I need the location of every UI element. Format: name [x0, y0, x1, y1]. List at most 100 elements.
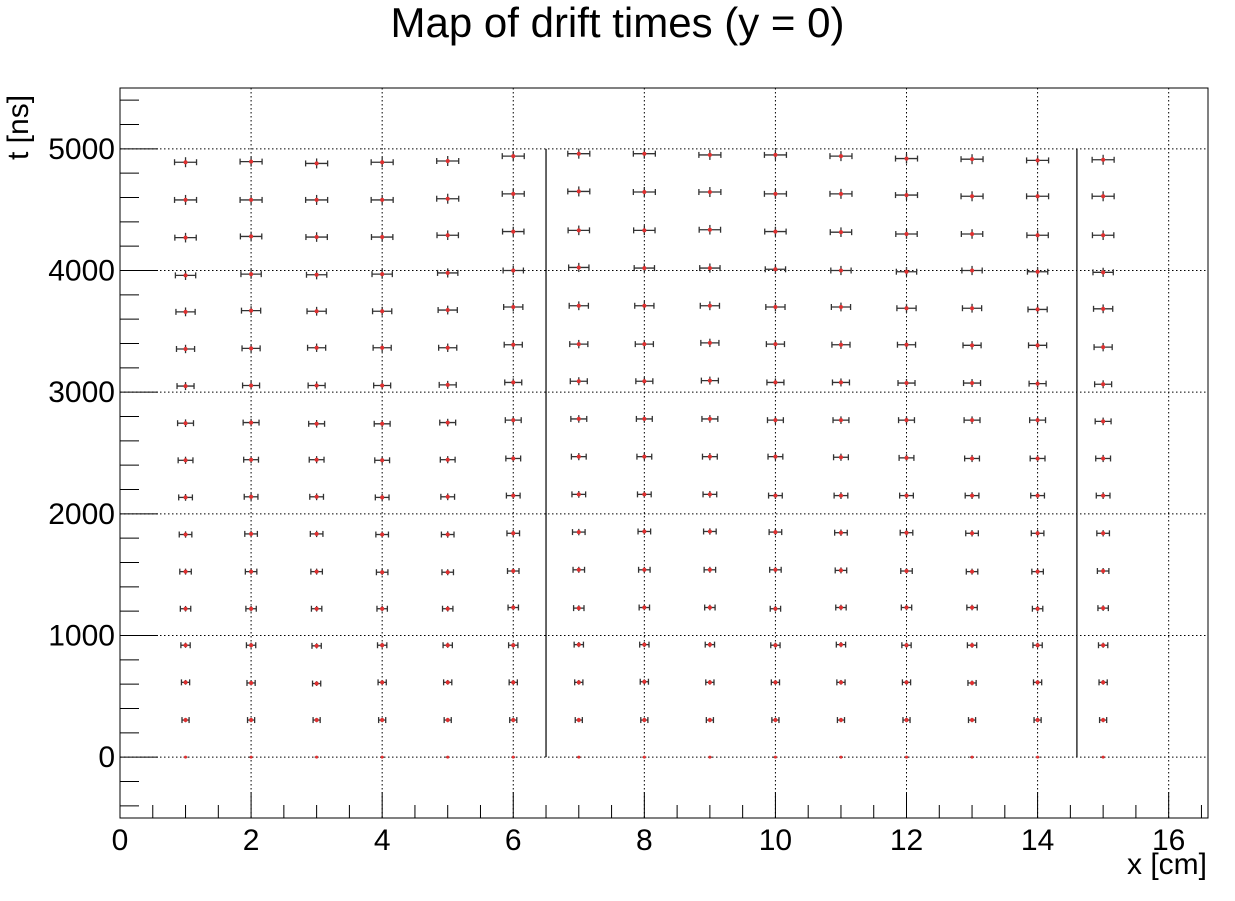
data-marker	[315, 718, 319, 722]
data-point	[699, 225, 720, 235]
data-marker	[315, 422, 319, 426]
data-point	[313, 681, 321, 687]
data-point	[437, 156, 459, 166]
data-point	[830, 189, 852, 199]
data-marker	[1036, 194, 1040, 198]
data-marker	[708, 266, 712, 270]
data-point	[373, 307, 392, 316]
data-marker	[315, 532, 319, 536]
data-marker	[1101, 718, 1105, 722]
data-marker	[773, 455, 777, 459]
data-marker	[577, 152, 581, 156]
plot-frame	[120, 88, 1208, 818]
data-marker	[184, 236, 188, 240]
data-point	[1093, 268, 1113, 277]
data-point	[706, 679, 714, 685]
data-point	[830, 151, 852, 161]
data-point	[700, 263, 720, 272]
data-marker	[577, 417, 581, 421]
data-marker	[970, 343, 974, 347]
data-marker	[380, 718, 384, 722]
frame-layer	[120, 88, 1208, 818]
data-point	[771, 642, 780, 648]
data-point	[639, 605, 649, 611]
data-point	[833, 416, 849, 424]
x-tick-label: 4	[374, 824, 391, 857]
y-tick-label: 4000	[48, 255, 115, 288]
data-marker	[708, 718, 712, 722]
data-point	[309, 420, 325, 428]
data-point	[1100, 717, 1107, 723]
y-tick-label: 5000	[48, 133, 115, 166]
data-point	[572, 491, 586, 498]
data-point	[1032, 569, 1044, 575]
data-marker	[184, 570, 188, 574]
data-marker	[1101, 419, 1105, 423]
data-marker	[839, 606, 843, 610]
data-point	[834, 492, 848, 499]
data-point	[240, 232, 261, 242]
data-marker	[642, 304, 646, 308]
data-marker	[315, 495, 319, 499]
data-point	[642, 756, 646, 759]
data-marker	[446, 308, 450, 312]
data-point	[246, 606, 256, 612]
data-point	[574, 642, 583, 648]
data-marker	[1101, 456, 1105, 460]
data-marker	[1101, 680, 1105, 684]
data-point	[175, 233, 196, 243]
data-point	[311, 606, 321, 612]
data-marker	[1036, 680, 1040, 684]
data-marker	[184, 495, 188, 499]
data-point	[963, 341, 981, 349]
data-marker	[1036, 307, 1040, 311]
data-point	[307, 307, 326, 316]
data-marker	[839, 718, 843, 722]
data-marker	[708, 529, 712, 533]
data-marker	[970, 194, 974, 198]
data-marker	[905, 456, 909, 460]
data-point	[244, 456, 259, 463]
data-marker	[249, 309, 253, 313]
data-point	[440, 419, 456, 427]
data-marker	[1101, 233, 1105, 237]
data-point	[175, 271, 195, 280]
data-point	[568, 226, 589, 236]
data-point	[705, 642, 714, 648]
data-marker	[970, 269, 974, 273]
grid-layer	[120, 88, 1208, 818]
data-marker	[773, 192, 777, 196]
data-point	[703, 491, 717, 498]
data-marker	[839, 418, 843, 422]
data-marker	[511, 269, 515, 273]
data-point	[1096, 492, 1110, 499]
data-marker	[249, 495, 253, 499]
data-point	[965, 455, 980, 462]
data-point	[446, 756, 450, 759]
data-point	[900, 529, 913, 535]
data-marker	[905, 680, 909, 684]
data-marker	[839, 756, 842, 759]
data-marker	[1036, 494, 1040, 498]
data-point	[245, 569, 257, 575]
data-point	[306, 232, 327, 242]
data-point	[573, 567, 585, 573]
data-marker	[446, 570, 450, 574]
data-point	[765, 227, 786, 237]
data-marker	[380, 383, 384, 387]
data-point	[375, 457, 390, 464]
data-marker	[839, 568, 843, 572]
data-marker	[708, 606, 712, 610]
data-marker	[905, 381, 909, 385]
data-marker	[511, 606, 515, 610]
data-marker	[1101, 606, 1105, 610]
data-point	[1027, 230, 1048, 240]
data-point	[1028, 305, 1047, 314]
data-point	[636, 415, 652, 423]
data-point	[637, 453, 652, 460]
data-point	[570, 377, 587, 385]
data-point	[961, 229, 982, 239]
data-marker	[577, 680, 581, 684]
data-point	[896, 267, 916, 276]
